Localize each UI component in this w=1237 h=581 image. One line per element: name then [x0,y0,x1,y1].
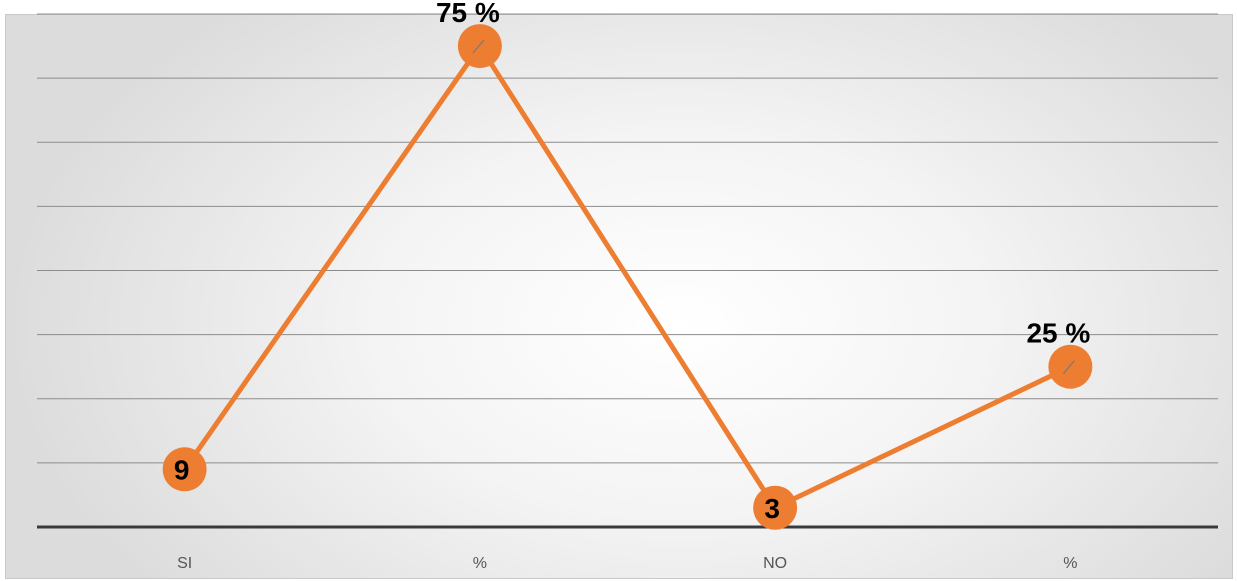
data-point-marker [457,24,502,69]
label-leader-line [1062,360,1075,375]
data-labels: 9 75 % 3 25 % [174,0,1091,524]
data-label: 9 [174,454,190,485]
data-point-marker [162,447,207,492]
x-tick-label: NO [763,555,787,572]
x-axis-tick-labels: SI% NO% [177,555,1077,572]
data-label: 75 % [436,0,500,28]
data-point-marker [753,485,798,530]
chart-frame [5,14,1233,579]
data-markers [162,24,1093,530]
series-line [182,43,1072,511]
x-tick-label: % [473,555,487,572]
data-label: 25 % [1026,318,1090,349]
data-point-marker [1048,344,1093,389]
label-leader-line [472,39,485,54]
x-tick-label: % [1063,555,1077,572]
x-tick-label: SI [177,555,192,572]
gridlines [37,13,1218,464]
data-label: 3 [764,493,780,524]
